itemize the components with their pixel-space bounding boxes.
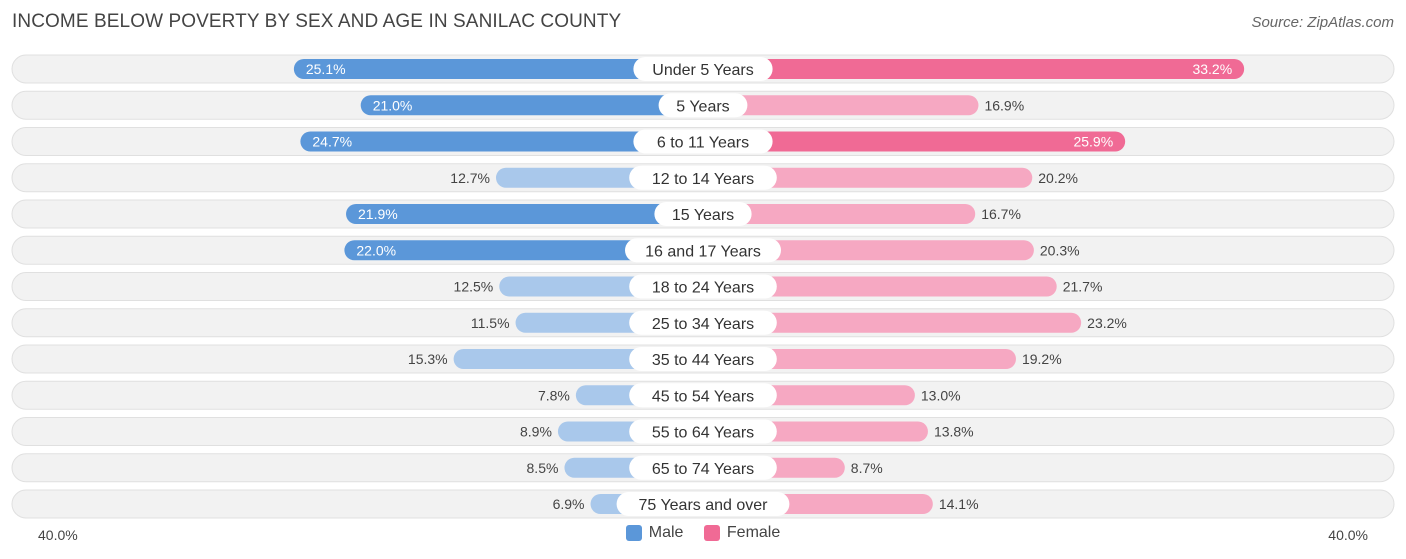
category-pill [629,274,777,299]
value-label-female: 21.7% [1063,279,1103,295]
value-label-female: 8.7% [851,460,883,476]
value-label-male: 12.7% [450,170,490,186]
value-label-male: 21.0% [373,97,413,113]
value-label-male: 24.7% [312,134,352,150]
legend-item-male: Male [625,524,684,542]
value-label-male: 7.8% [538,387,570,403]
bar-male [360,95,703,116]
value-label-female: 13.8% [934,424,974,440]
category-pill [658,93,748,118]
category-pill [616,492,790,516]
bar-female [703,240,1034,261]
category-pill [629,347,777,371]
value-label-female: 13.0% [921,387,961,403]
bar-male [346,204,703,224]
value-label-female: 19.2% [1022,351,1062,367]
category-pill [629,165,777,190]
bar-male [293,59,703,79]
category-pill [633,57,773,81]
bar-female [703,276,1057,297]
legend-label-female: Female [726,524,781,541]
legend-item-female: Female [703,524,781,542]
bar-female [703,131,1126,152]
bar-female [703,349,1016,369]
legend-swatch-female [703,525,720,541]
bar-female [703,167,1033,188]
category-label: 18 to 24 Years [652,280,754,297]
chart-plot: 25.1% 33.2% Under 5 Years 21.0% 16.9% 5 Years… [11,54,1395,519]
category-label: 55 to 64 Years [652,425,754,442]
chart-source: Source: ZipAtlas.com [1251,14,1394,31]
category-pill [633,129,773,154]
axis-left-label: 40.0% [38,527,78,543]
value-label-male: 6.9% [553,496,585,512]
chart-title: INCOME BELOW POVERTY BY SEX AND AGE IN S… [12,11,622,32]
category-pill [629,455,777,480]
value-label-male: 22.0% [356,242,396,258]
category-pill [629,310,777,335]
value-label-female: 25.9% [1073,134,1113,150]
category-label: 6 to 11 Years [657,135,749,152]
category-label: 12 to 14 Years [652,171,754,188]
legend-label-male: Male [648,524,684,541]
category-label: 15 Years [672,207,734,224]
category-label: 25 to 34 Years [652,316,754,333]
category-pill [629,419,777,444]
axis-right-label: 40.0% [1328,527,1368,543]
category-label: 35 to 44 Years [652,352,754,369]
category-label: 16 and 17 Years [645,243,761,260]
value-label-female: 20.2% [1038,170,1078,186]
value-label-female: 23.2% [1087,315,1127,331]
category-pill [629,383,777,408]
value-label-female: 16.7% [981,206,1021,222]
bar-female [703,312,1082,333]
bar-female [703,95,979,116]
value-label-female: 14.1% [939,496,979,512]
category-label: 5 Years [676,98,729,115]
legend: Male Female [0,524,1406,546]
category-label: Under 5 Years [652,62,753,79]
value-label-male: 12.5% [454,279,494,295]
value-label-male: 15.3% [408,351,448,367]
bar-female [703,59,1245,79]
category-pill [625,238,781,263]
value-label-male: 8.5% [527,460,559,476]
value-label-female: 16.9% [984,97,1024,113]
category-label: 65 to 74 Years [652,461,754,478]
value-label-female: 20.3% [1040,242,1080,258]
bar-female [703,204,976,224]
legend-swatch-male [625,525,642,541]
bar-male [300,131,703,152]
category-label: 75 Years and over [639,497,769,514]
value-label-male: 21.9% [358,206,398,222]
value-label-male: 11.5% [471,315,510,331]
value-label-female: 33.2% [1192,61,1232,77]
value-label-male: 25.1% [306,61,346,77]
bar-male [344,240,703,261]
value-label-male: 8.9% [520,424,552,440]
category-label: 45 to 54 Years [652,388,754,405]
category-pill [654,202,752,226]
